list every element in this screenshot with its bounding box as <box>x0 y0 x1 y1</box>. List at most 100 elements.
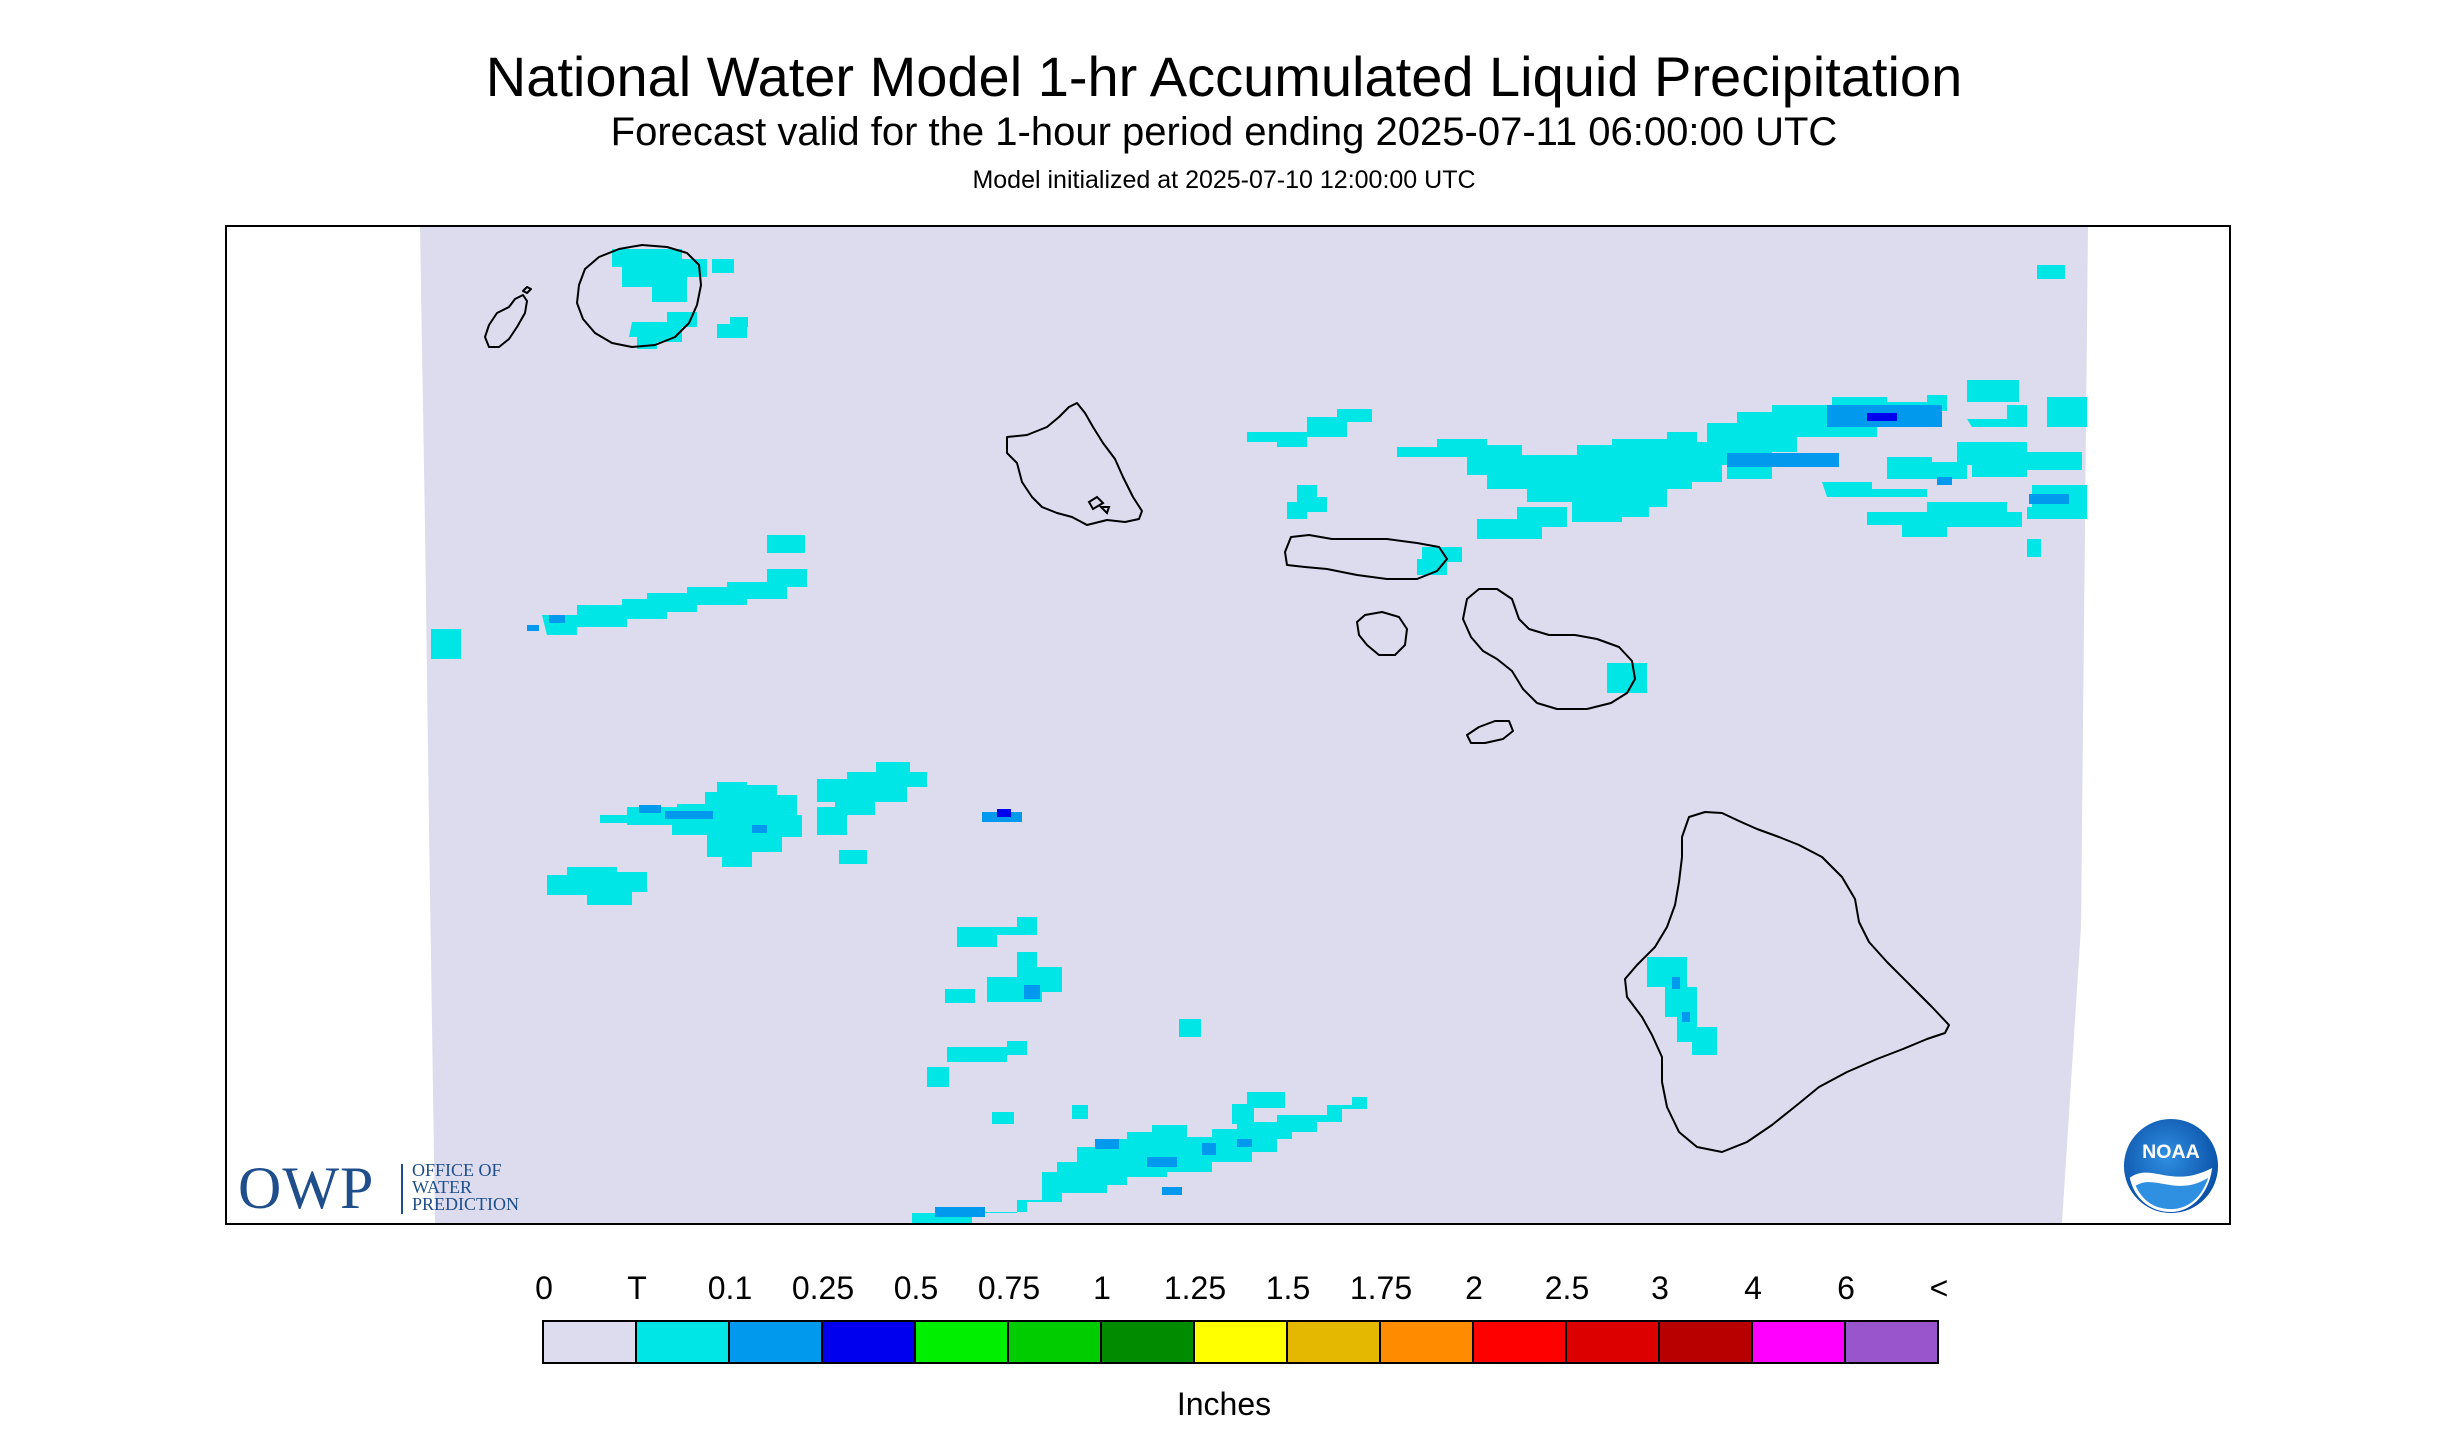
legend-label: 1 <box>1093 1270 1111 1306</box>
precip-area-south-stub <box>1232 1104 1254 1124</box>
legend-swatch <box>1288 1322 1381 1362</box>
precip-moderate-east <box>2029 494 2069 504</box>
legend-label: 1.25 <box>1163 1270 1227 1306</box>
precip-moderate-s <box>1024 985 1040 999</box>
legend-swatch <box>1753 1322 1846 1362</box>
precip-moderate-south-band2 <box>1162 1187 1182 1195</box>
precip-area-sw-cell2 <box>839 850 867 864</box>
precip-area-molokai <box>1477 507 1567 539</box>
legend-swatch <box>1009 1322 1102 1362</box>
owp-logo-main: OWP <box>238 1155 375 1221</box>
map-svg <box>420 227 2088 1223</box>
precip-area-ne-cell <box>1967 380 2019 402</box>
precip-area-maui-east <box>1607 663 1647 693</box>
owp-logo-line2: WATER <box>412 1177 472 1197</box>
legend-swatch <box>1660 1322 1753 1362</box>
legend-swatch <box>1846 1322 1937 1362</box>
forecast-valid-subtitle: Forecast valid for the 1-hour period end… <box>610 110 1838 154</box>
legend-label: 1.5 <box>1265 1270 1311 1306</box>
legend-swatch <box>916 1322 1009 1362</box>
precip-area-sw-mid <box>817 807 847 835</box>
precip-area-south-cell <box>957 917 1037 947</box>
legend-swatch <box>1195 1322 1288 1362</box>
legend-swatch <box>1102 1322 1195 1362</box>
coastline-oahu-harbor <box>1087 495 1111 515</box>
coastline-kahoolawe <box>1466 720 1514 744</box>
legend-swatch <box>544 1322 637 1362</box>
precip-area-far-east-dot <box>2027 539 2041 557</box>
precip-area-sw-cell <box>717 782 747 796</box>
precip-moderate-kona2 <box>1682 1012 1690 1022</box>
precip-trace-areas <box>431 249 2087 1223</box>
precip-area-channel-band <box>1397 432 1722 517</box>
model-domain <box>420 227 2088 1223</box>
precip-area-south-cell6 <box>1179 1019 1201 1037</box>
precip-area-west-band <box>542 569 807 635</box>
precip-area-kauai-south <box>629 312 697 349</box>
coastline-kauai <box>576 244 702 348</box>
legend-label: 1.75 <box>1349 1270 1413 1306</box>
precip-area-south-stub2 <box>1247 1092 1285 1108</box>
precip-moderate-south-band <box>1202 1143 1216 1155</box>
precip-moderate-ne <box>1727 453 1839 467</box>
precip-moderate-east2 <box>1937 477 1952 485</box>
precip-moderate-west2 <box>527 625 539 631</box>
coastline-lanai <box>1356 611 1408 656</box>
coastline-maui <box>1462 588 1636 710</box>
precip-heavy-sw <box>997 809 1011 817</box>
precip-area-ne-cell3 <box>1967 405 2027 427</box>
coastline-lehua <box>522 286 532 294</box>
precip-area-south-band <box>912 1097 1367 1223</box>
precip-area-far-east-mid <box>1822 482 1927 497</box>
chart-title: National Water Model 1-hr Accumulated Li… <box>485 45 1963 108</box>
legend-label: 3 <box>1651 1270 1669 1306</box>
precip-area-sw-cluster <box>600 785 802 867</box>
precip-area-far-east-band <box>1957 442 2082 477</box>
noaa-logo: NOAA <box>2123 1118 2219 1214</box>
precip-moderate-s4 <box>1147 1157 1177 1167</box>
legend-colorbar <box>542 1320 1939 1364</box>
legend-label: 0.5 <box>893 1270 939 1306</box>
noaa-logo-text: NOAA <box>2142 1141 2200 1163</box>
legend-swatch <box>823 1322 916 1362</box>
legend-label: 4 <box>1744 1270 1762 1306</box>
precip-moderate-s2 <box>935 1207 985 1217</box>
precip-moderate-s5 <box>1237 1139 1252 1147</box>
legend-swatch <box>1381 1322 1474 1362</box>
precip-area-south-dot <box>992 1112 1014 1124</box>
precip-area-kauai-se <box>717 324 747 338</box>
legend-label: 0 <box>535 1270 553 1306</box>
model-init-line: Model initialized at 2025-07-10 12:00:00… <box>972 166 1476 194</box>
precipitation-map <box>225 225 2231 1225</box>
legend-labels: 0 T 0.1 0.25 0.5 0.75 1 1.25 1.5 1.75 2 2.5 3 4 6 < <box>0 1270 2448 1310</box>
precip-moderate-west <box>549 615 565 623</box>
precip-moderate-kona <box>1672 977 1680 989</box>
owp-logo-divider <box>401 1164 403 1214</box>
legend-label: 6 <box>1837 1270 1855 1306</box>
precip-area-sw-left <box>547 867 647 905</box>
legend-swatch <box>730 1322 823 1362</box>
precip-area-molokai-west <box>1417 547 1462 575</box>
precip-area-south-cell3 <box>945 989 975 1003</box>
precip-area-south-cell2 <box>987 952 1062 1002</box>
coastlines <box>484 244 1950 1153</box>
precip-area-kona <box>1647 957 1717 1055</box>
coastline-molokai <box>1284 534 1448 580</box>
precip-area-west-edge <box>431 629 461 659</box>
precip-area-sw-cell4 <box>876 762 910 780</box>
precip-moderate-sw <box>752 825 767 833</box>
precip-area-far-east-upper <box>1887 457 1967 479</box>
legend-swatch <box>1474 1322 1567 1362</box>
legend-label: T <box>627 1270 647 1306</box>
precip-area-west-band-cell <box>767 535 805 553</box>
precip-area-kauai-east <box>712 259 734 273</box>
owp-logo-line3: PREDICTION <box>412 1194 519 1214</box>
precip-heavy-areas <box>997 413 1897 817</box>
coastline-hawaii <box>1624 811 1950 1153</box>
precip-area-kauai-se2 <box>730 317 748 327</box>
precip-heavy-ne <box>1867 413 1897 421</box>
precip-area-molokai-east <box>1572 502 1622 522</box>
legend-label: 2.5 <box>1544 1270 1590 1306</box>
legend-label: 0.1 <box>707 1270 753 1306</box>
precip-area-ne-cell2 <box>2047 397 2087 427</box>
